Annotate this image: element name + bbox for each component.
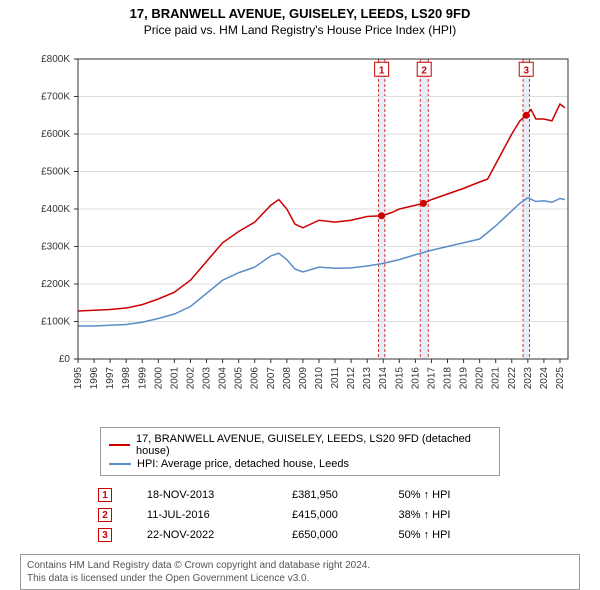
svg-text:2009: 2009 — [298, 367, 309, 390]
svg-text:2006: 2006 — [250, 367, 261, 390]
event-delta: 50% ↑ HPI — [393, 486, 509, 504]
svg-text:2000: 2000 — [153, 367, 164, 390]
event-date: 11-JUL-2016 — [141, 506, 284, 524]
svg-text:2013: 2013 — [362, 367, 373, 390]
chart-svg: £0 £100K £200K £300K £400K £500K £600K £700K £80… — [20, 41, 580, 421]
event-price: £650,000 — [286, 526, 391, 544]
svg-text:2008: 2008 — [282, 367, 293, 390]
legend-box: 17, BRANWELL AVENUE, GUISELEY, LEEDS, LS… — [100, 427, 500, 476]
svg-text:2007: 2007 — [266, 367, 277, 390]
event-price: £381,950 — [286, 486, 391, 504]
event-delta: 50% ↑ HPI — [393, 526, 509, 544]
svg-text:1: 1 — [379, 65, 385, 76]
events-table: 1 18-NOV-2013 £381,950 50% ↑ HPI 2 11-JU… — [90, 484, 510, 546]
legend-label: 17, BRANWELL AVENUE, GUISELEY, LEEDS, LS… — [136, 433, 491, 457]
svg-text:2024: 2024 — [539, 367, 550, 390]
event-date: 22-NOV-2022 — [141, 526, 284, 544]
svg-text:2014: 2014 — [378, 367, 389, 390]
svg-text:2020: 2020 — [475, 367, 486, 390]
svg-text:2005: 2005 — [234, 367, 245, 390]
svg-text:£400K: £400K — [41, 204, 70, 215]
svg-text:2003: 2003 — [202, 367, 213, 390]
event-row: 2 11-JUL-2016 £415,000 38% ↑ HPI — [92, 506, 508, 524]
svg-text:2016: 2016 — [410, 367, 421, 390]
svg-text:2023: 2023 — [523, 367, 534, 390]
event-price: £415,000 — [286, 506, 391, 524]
svg-text:2012: 2012 — [346, 367, 357, 390]
legend-swatch-hpi — [109, 463, 131, 465]
svg-text:£500K: £500K — [41, 167, 70, 178]
chart-area: £0 £100K £200K £300K £400K £500K £600K £700K £80… — [20, 41, 580, 421]
event-row: 1 18-NOV-2013 £381,950 50% ↑ HPI — [92, 486, 508, 504]
svg-text:£300K: £300K — [41, 242, 70, 253]
legend-row: HPI: Average price, detached house, Leed… — [109, 458, 491, 470]
svg-text:3: 3 — [523, 65, 529, 76]
event-row: 3 22-NOV-2022 £650,000 50% ↑ HPI — [92, 526, 508, 544]
svg-text:2017: 2017 — [426, 367, 437, 390]
svg-text:2015: 2015 — [394, 367, 405, 390]
svg-text:1996: 1996 — [89, 367, 100, 390]
event-delta: 38% ↑ HPI — [393, 506, 509, 524]
svg-text:1995: 1995 — [73, 367, 84, 390]
svg-text:2002: 2002 — [185, 367, 196, 390]
event-number-badge: 2 — [98, 508, 112, 522]
event-date: 18-NOV-2013 — [141, 486, 284, 504]
svg-text:£200K: £200K — [41, 279, 70, 290]
svg-text:2018: 2018 — [443, 367, 454, 390]
svg-text:1997: 1997 — [105, 367, 116, 390]
svg-text:2: 2 — [421, 65, 427, 76]
legend-label: HPI: Average price, detached house, Leed… — [137, 458, 349, 470]
svg-text:£800K: £800K — [41, 54, 70, 65]
svg-text:2001: 2001 — [169, 367, 180, 390]
footer-line: This data is licensed under the Open Gov… — [27, 572, 573, 585]
svg-text:1999: 1999 — [137, 367, 148, 390]
svg-text:2010: 2010 — [314, 367, 325, 390]
svg-text:£700K: £700K — [41, 92, 70, 103]
legend-swatch-property — [109, 444, 130, 446]
svg-text:2022: 2022 — [507, 367, 518, 390]
svg-text:2019: 2019 — [459, 367, 470, 390]
footer-line: Contains HM Land Registry data © Crown c… — [27, 559, 573, 572]
svg-text:£0: £0 — [59, 354, 71, 365]
svg-text:£600K: £600K — [41, 129, 70, 140]
svg-text:£100K: £100K — [41, 317, 70, 328]
svg-text:2021: 2021 — [491, 367, 502, 390]
svg-text:1998: 1998 — [121, 367, 132, 390]
attribution-footer: Contains HM Land Registry data © Crown c… — [20, 554, 580, 590]
svg-text:2004: 2004 — [218, 367, 229, 390]
svg-text:2025: 2025 — [555, 367, 566, 390]
legend-row: 17, BRANWELL AVENUE, GUISELEY, LEEDS, LS… — [109, 433, 491, 457]
event-number-badge: 3 — [98, 528, 112, 542]
chart-title-address: 17, BRANWELL AVENUE, GUISELEY, LEEDS, LS… — [130, 6, 471, 21]
svg-text:2011: 2011 — [330, 367, 341, 389]
chart-subtitle: Price paid vs. HM Land Registry's House … — [144, 23, 456, 37]
event-number-badge: 1 — [98, 488, 112, 502]
